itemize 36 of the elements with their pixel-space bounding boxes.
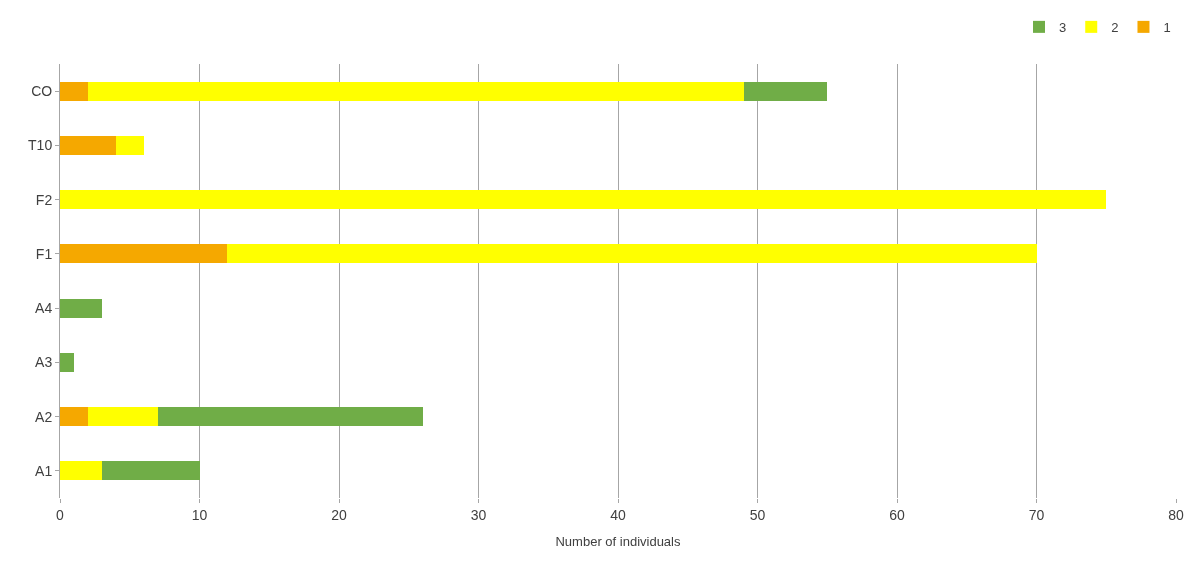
bar [87,81,744,101]
x-tick-label: 10 [191,506,208,523]
x-tick-label: 70 [1028,506,1045,523]
bar [60,81,88,101]
y-tick-label: A1 [35,462,53,479]
x-tick-label: 0 [56,506,65,523]
bar [60,298,102,318]
bar [227,244,1037,264]
bar [101,461,200,481]
bar [60,244,228,264]
bar [157,407,423,427]
y-tick-label: A4 [35,300,53,317]
bar [60,407,88,427]
bar [115,135,144,155]
x-tick-label: 40 [610,506,626,523]
x-tick-label: 50 [749,506,766,523]
y-tick-label: F1 [35,245,53,262]
legend-label: 3 [1059,19,1067,35]
bar [60,190,1107,210]
legend-label: 2 [1111,19,1119,35]
y-tick-label: A2 [35,408,53,425]
legend-label: 1 [1163,19,1171,35]
y-tick-label: A3 [35,354,53,371]
x-axis-title: Number of individuals [555,534,681,550]
x-tick-label: 30 [470,506,487,523]
bar [60,461,102,481]
bar [743,81,828,101]
y-tick-label: CO [31,83,53,100]
y-tick-label: T10 [28,137,53,154]
x-tick-label: 80 [1168,506,1184,523]
bar [60,135,116,155]
x-tick-label: 60 [889,506,905,523]
bar [87,407,158,427]
y-tick-label: F2 [35,191,53,208]
x-tick-label: 20 [331,506,347,523]
bar [60,352,74,372]
